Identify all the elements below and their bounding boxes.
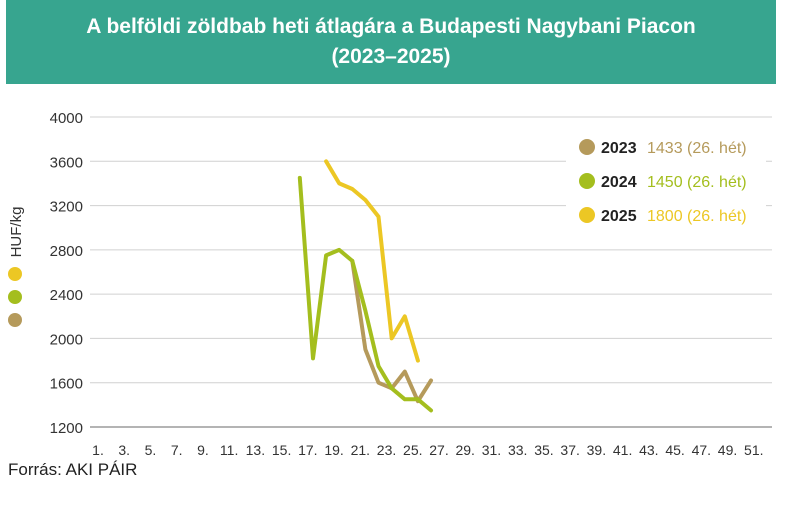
x-tick-label: 45. [665,442,684,458]
x-tick-label: 37. [560,442,579,458]
x-tick-label: 35. [534,442,553,458]
x-tick-label: 19. [324,442,343,458]
legend-label-2023: 2023 [601,140,637,157]
x-tick-label: 47. [692,442,711,458]
y-tick-label: 3600 [50,154,83,171]
x-tick-label: 27. [429,442,448,458]
x-tick-label: 33. [508,442,527,458]
y-tick-label: 3200 [50,199,83,216]
x-tick-label: 21. [351,442,370,458]
y-label-dot-2025 [8,267,22,281]
y-label-dot-2023 [8,313,22,327]
legend-marker-2023 [579,139,595,155]
x-tick-label: 49. [718,442,737,458]
x-tick-label: 31. [482,442,501,458]
x-tick-label: 15. [272,442,291,458]
x-tick-label: 23. [377,442,396,458]
y-tick-label: 2000 [50,331,83,348]
chart-title: A belföldi zöldbab heti átlagára a Budap… [86,15,696,38]
series-line-2024 [297,175,433,413]
legend-box [566,128,766,233]
x-tick-label: 51. [744,442,763,458]
y-tick-label: 2400 [50,287,83,304]
y-tick-label: 1200 [50,420,83,437]
y-tick-label: 4000 [50,110,83,127]
x-tick-label: 17. [298,442,317,458]
x-tick-label: 41. [613,442,632,458]
chart-subtitle: (2023–2025) [331,45,451,68]
legend-label-2025: 2025 [601,208,637,225]
x-tick-label: 29. [455,442,474,458]
legend-value-2024: 1450 (26. hét) [647,174,747,191]
legend-value-2023: 1433 (26. hét) [647,140,747,157]
x-tick-label: 39. [587,442,606,458]
x-tick-label: 5. [145,442,157,458]
legend-value-2025: 1800 (26. hét) [647,208,747,225]
legend-marker-2025 [579,207,595,223]
x-tick-label: 13. [246,442,265,458]
x-tick-label: 11. [220,442,238,458]
y-tick-label: 2800 [50,243,83,260]
x-tick-label: 25. [403,442,422,458]
legend-marker-2024 [579,173,595,189]
x-tick-label: 7. [171,442,183,458]
series-line-2025 [324,159,420,363]
chart-title-banner: A belföldi zöldbab heti átlagára a Budap… [6,0,776,84]
source-note: Forrás: AKI PÁIR [8,460,138,479]
y-axis-label: HUF/kg [8,207,25,258]
x-tick-label: 3. [118,442,130,458]
x-tick-label: 1. [92,442,104,458]
y-tick-label: 1600 [50,376,83,393]
x-tick-label: 43. [639,442,658,458]
legend-label-2024: 2024 [601,174,637,191]
y-label-dot-2024 [8,290,22,304]
x-tick-label: 9. [197,442,209,458]
